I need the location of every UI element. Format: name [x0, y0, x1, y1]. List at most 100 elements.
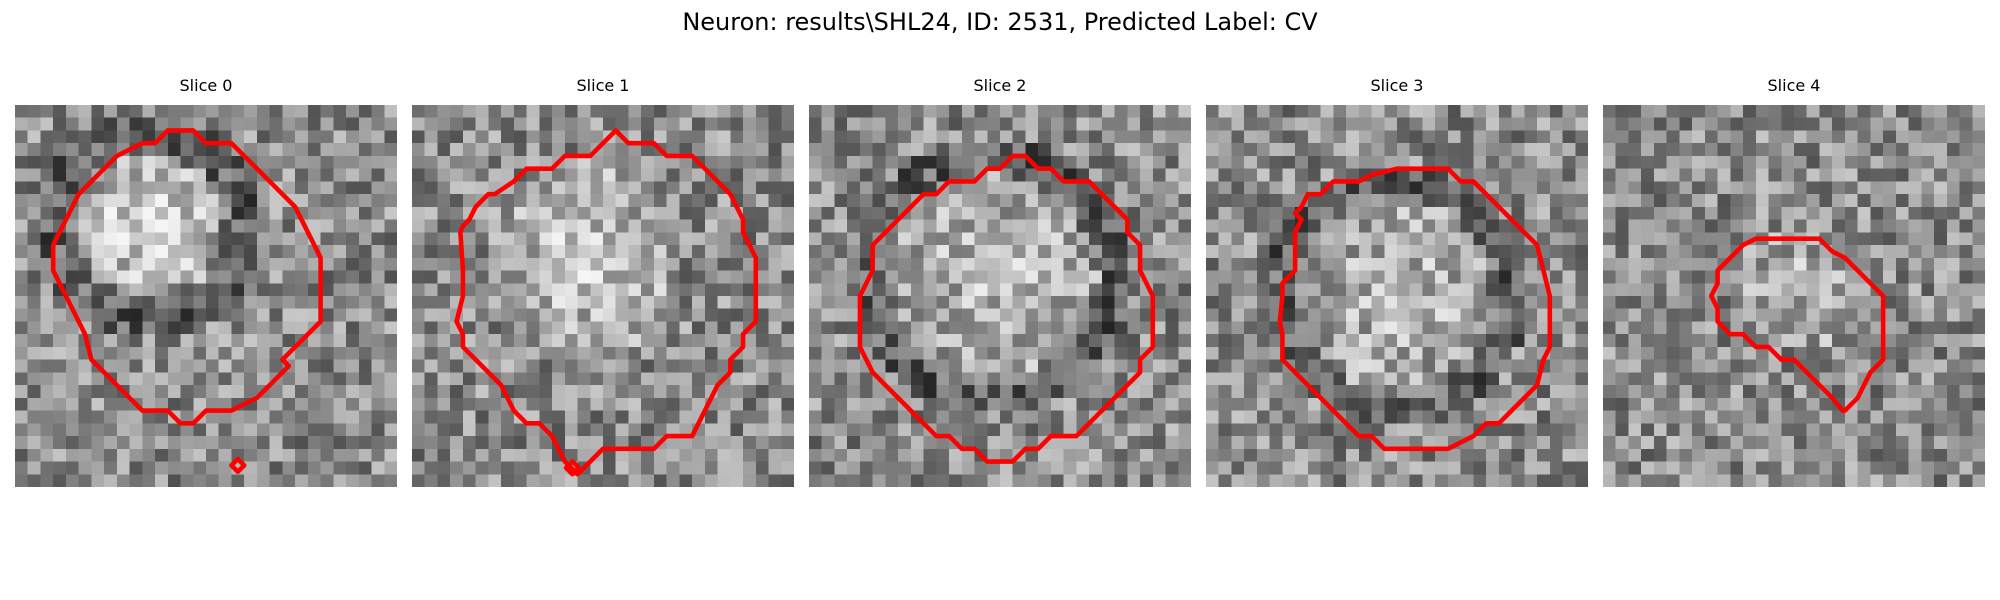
pixel — [641, 474, 655, 487]
pixel — [1127, 436, 1141, 450]
pixel — [679, 143, 693, 157]
pixel — [1050, 346, 1064, 360]
pixel — [475, 296, 489, 309]
pixel — [193, 474, 207, 487]
pixel — [577, 448, 591, 462]
pixel — [1832, 410, 1846, 424]
pixel — [1409, 346, 1423, 360]
pixel — [1206, 206, 1219, 220]
pixel — [27, 410, 41, 424]
pixel — [1486, 206, 1500, 220]
pixel — [704, 143, 718, 157]
pixel — [78, 436, 92, 450]
pixel — [1755, 296, 1769, 309]
pixel — [206, 181, 219, 195]
pixel — [872, 168, 886, 182]
pixel — [1256, 397, 1270, 411]
pixel — [244, 181, 258, 195]
pixel — [1358, 436, 1372, 450]
pixel — [936, 321, 950, 335]
pixel — [244, 448, 258, 462]
pixel — [755, 270, 769, 284]
pixel — [1857, 206, 1871, 220]
pixel — [53, 130, 67, 144]
pixel — [1603, 334, 1616, 348]
pixel — [1730, 219, 1744, 233]
pixel — [1371, 130, 1385, 144]
pixel — [1435, 245, 1449, 259]
pixel — [1934, 143, 1948, 157]
pixel — [1165, 423, 1179, 437]
pixel — [1717, 448, 1731, 462]
pixel — [1806, 194, 1820, 208]
pixel — [116, 423, 130, 437]
pixel — [1282, 321, 1296, 335]
pixel — [641, 461, 655, 475]
pixel — [1012, 232, 1026, 246]
pixel — [1537, 168, 1551, 182]
pixel — [450, 270, 464, 284]
pixel — [1575, 232, 1588, 246]
pixel — [1333, 117, 1347, 131]
pixel — [1653, 181, 1667, 195]
pixel-grid — [809, 105, 1191, 487]
pixel — [539, 397, 553, 411]
pixel — [1537, 232, 1551, 246]
pixel — [1012, 257, 1026, 271]
pixel — [1140, 257, 1154, 271]
pixel — [834, 334, 848, 348]
pixel — [910, 105, 924, 118]
pixel — [437, 334, 451, 348]
pixel — [295, 181, 309, 195]
pixel — [1435, 296, 1449, 309]
pixel — [1641, 181, 1655, 195]
pixel — [809, 359, 822, 373]
pixel — [1768, 410, 1782, 424]
pixel — [1114, 296, 1128, 309]
pixel — [1152, 117, 1166, 131]
pixel — [1422, 130, 1436, 144]
pixel — [755, 117, 769, 131]
pixel — [1857, 397, 1871, 411]
pixel — [1063, 232, 1077, 246]
pixel — [961, 168, 975, 182]
pixel — [1063, 308, 1077, 322]
pixel — [1781, 283, 1795, 297]
pixel — [269, 436, 283, 450]
pixel — [358, 385, 372, 399]
pixel — [206, 283, 219, 297]
pixel — [346, 423, 360, 437]
pixel — [1934, 105, 1948, 118]
pixel — [307, 143, 321, 157]
pixel — [333, 461, 347, 475]
pixel — [1089, 117, 1103, 131]
pixel — [679, 117, 693, 131]
pixel — [269, 219, 283, 233]
pixel — [949, 359, 963, 373]
pixel — [704, 410, 718, 424]
roi-contour — [50, 128, 323, 426]
pixel — [513, 206, 527, 220]
pixel — [1460, 410, 1474, 424]
pixel — [1333, 359, 1347, 373]
pixel — [615, 321, 629, 335]
pixel — [1524, 283, 1538, 297]
pixel — [1218, 105, 1232, 118]
pixel — [384, 130, 397, 144]
pixel — [1256, 359, 1270, 373]
pixel — [1603, 232, 1616, 246]
pixel — [1615, 308, 1629, 322]
pixel — [768, 117, 782, 131]
pixel — [244, 232, 258, 246]
pixel — [1397, 155, 1410, 169]
pixel — [475, 206, 489, 220]
pixel — [27, 270, 41, 284]
pixel — [333, 143, 347, 157]
pixel — [78, 283, 92, 297]
pixel — [1473, 143, 1487, 157]
pixel — [768, 194, 782, 208]
pixel — [1063, 168, 1077, 182]
pixel — [974, 257, 988, 271]
pixel — [65, 423, 79, 437]
pixel — [1537, 474, 1551, 487]
